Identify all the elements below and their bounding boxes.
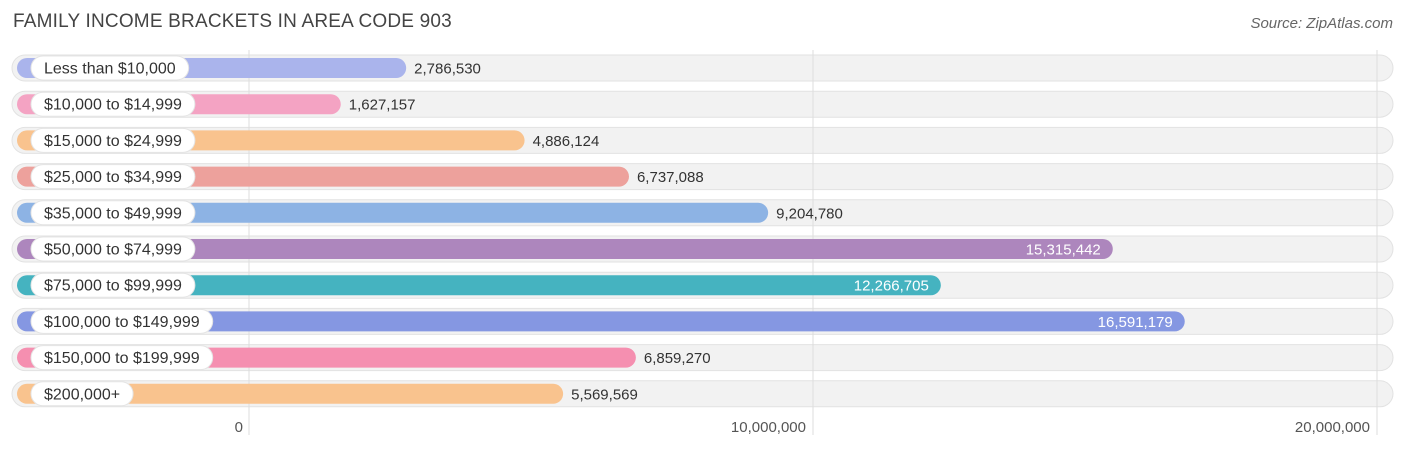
bar [17, 239, 1113, 259]
bar [17, 311, 1185, 332]
x-tick-label: 0 [235, 419, 243, 436]
category-color-dot [18, 314, 32, 329]
category-pill [30, 55, 190, 81]
value-label: 12,266,705 [854, 278, 929, 295]
category-label: $75,000 to $99,999 [44, 278, 182, 295]
category-color-dot [18, 205, 32, 220]
chart-title: FAMILY INCOME BRACKETS IN AREA CODE 903 [13, 11, 452, 32]
category-color-dot [18, 242, 32, 256]
value-label: 2,786,530 [414, 61, 481, 78]
x-tick-label: 10,000,000 [731, 419, 806, 436]
category-color-dot [18, 386, 32, 401]
category-label: $150,000 to $199,999 [44, 350, 200, 367]
value-label: 15,315,442 [1026, 242, 1101, 259]
category-label: $35,000 to $49,999 [44, 205, 182, 222]
category-color-dot [18, 350, 32, 365]
category-pill [30, 272, 196, 298]
category-label: $200,000+ [44, 386, 120, 403]
value-label: 1,627,157 [349, 97, 416, 114]
category-pill [30, 308, 214, 334]
value-label: 4,886,124 [533, 133, 600, 150]
category-pill [30, 91, 196, 117]
row-track [11, 90, 1394, 118]
category-label: $15,000 to $24,999 [44, 133, 182, 150]
category-color-dot [18, 61, 32, 75]
category-pill [30, 127, 196, 153]
category-label: Less than $10,000 [44, 61, 176, 78]
category-pill [30, 164, 196, 190]
category-color-dot [18, 97, 32, 112]
bar [17, 383, 564, 404]
category-pill [30, 200, 196, 226]
value-label: 6,737,088 [637, 169, 704, 186]
category-color-dot [18, 169, 32, 184]
category-label: $50,000 to $74,999 [44, 242, 182, 259]
value-label: 16,591,179 [1098, 314, 1173, 331]
bar [17, 202, 769, 223]
category-pill [30, 236, 196, 262]
category-pill [30, 345, 214, 371]
category-color-dot [18, 133, 32, 148]
source-credit: Source: ZipAtlas.com [1250, 15, 1393, 32]
value-label: 6,859,270 [644, 350, 711, 367]
value-label: 9,204,780 [776, 205, 843, 222]
category-label: $10,000 to $14,999 [44, 97, 182, 114]
category-label: $100,000 to $149,999 [44, 314, 200, 331]
category-pill [30, 381, 134, 407]
x-tick-label: 20,000,000 [1295, 419, 1370, 436]
value-label: 5,569,569 [571, 386, 638, 403]
bar [17, 275, 941, 296]
category-label: $25,000 to $34,999 [44, 169, 182, 186]
category-color-dot [18, 278, 32, 293]
